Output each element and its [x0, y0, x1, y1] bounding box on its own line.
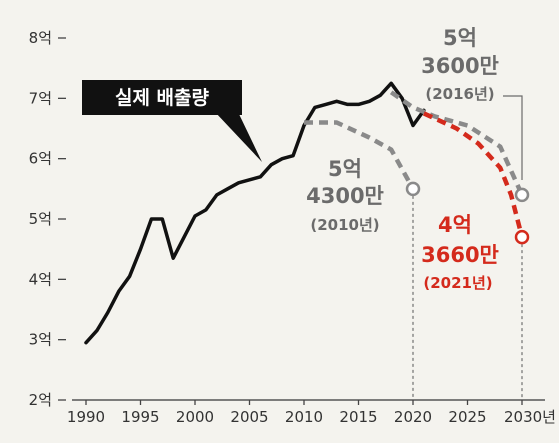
annotation-2010-value: 5억	[328, 157, 362, 181]
x-axis-ticks: 1990 1995 2000 2005 2010 2015 2020 2025 2030년	[67, 400, 556, 426]
y-tick-label: 6억	[29, 150, 52, 168]
series-target-path-2	[389, 90, 525, 196]
x-tick-label: 1995	[121, 408, 159, 426]
x-tick-label: 2015	[339, 408, 377, 426]
endpoint-markers	[405, 181, 530, 245]
x-tick-label: 2025	[448, 408, 486, 426]
annotation-2021-year: (2021년)	[423, 274, 492, 292]
annotation-2016-leader	[503, 95, 523, 180]
x-tick-label: 2010	[285, 408, 323, 426]
y-tick-label: 8억	[29, 29, 52, 47]
annotation-2016-subvalue: 3600만	[421, 54, 499, 78]
annotation-2016-value: 5억	[443, 26, 477, 50]
x-tick-label: 2020	[394, 408, 432, 426]
annotation-2021: 4억 3660만 (2021년)	[421, 213, 499, 292]
series-target-path-3	[422, 111, 525, 238]
annotation-2016-year: (2016년)	[425, 85, 494, 103]
y-tick-label: 4억	[29, 270, 52, 288]
series-actual-emissions	[84, 81, 426, 345]
annotation-2021-subvalue: 3660만	[421, 243, 499, 267]
x-tick-label: 2005	[230, 408, 268, 426]
annotation-2010: 5억 4300만 (2010년)	[306, 157, 384, 234]
x-tick-label: 2030년	[504, 408, 556, 426]
actual-emissions-callout: 실제 배출량	[82, 80, 262, 162]
annotation-2016: 5억 3600만 (2016년)	[421, 26, 523, 180]
drop-lines	[412, 195, 523, 400]
x-tick-label: 1990	[67, 408, 105, 426]
x-tick-label: 2000	[176, 408, 214, 426]
callout-pointer	[215, 112, 262, 162]
y-axis-ticks: 8억 7억 6억 5억 4억 3억 2억	[29, 29, 66, 409]
y-tick-label: 5억	[29, 210, 52, 228]
y-tick-label: 7억	[29, 89, 52, 107]
y-tick-label: 2억	[29, 391, 52, 409]
series-group	[84, 81, 525, 345]
endpoint-marker	[514, 187, 530, 203]
callout-label: 실제 배출량	[115, 87, 210, 109]
endpoint-marker	[405, 181, 421, 197]
series-target-path-1	[304, 120, 415, 190]
annotation-2010-year: (2010년)	[310, 216, 379, 234]
annotation-2010-subvalue: 4300만	[306, 184, 384, 208]
callout-box	[82, 80, 242, 115]
y-tick-label: 3억	[29, 331, 52, 349]
annotation-2021-value: 4억	[438, 213, 472, 237]
endpoint-marker	[514, 229, 530, 245]
